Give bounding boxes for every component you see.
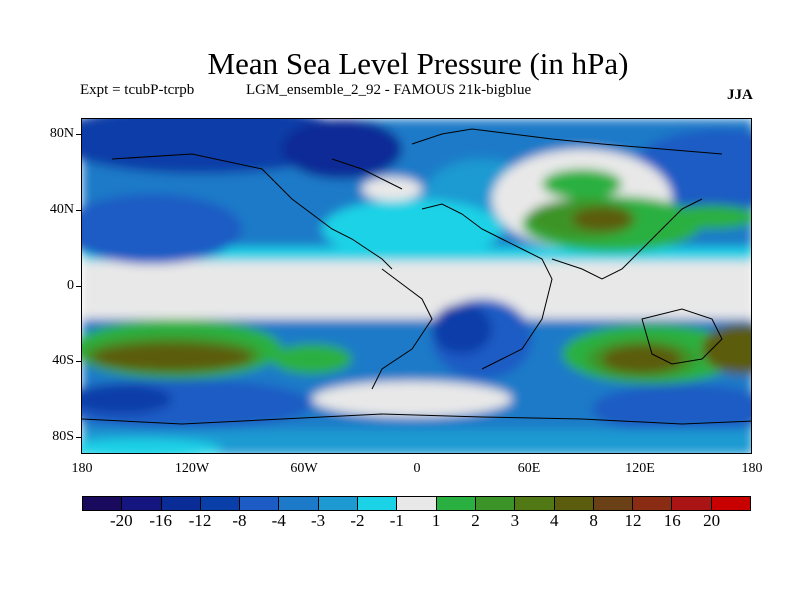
colorbar-label: 3 — [510, 511, 520, 530]
coastlines — [82, 128, 751, 425]
lon-label-180e: 180 — [741, 461, 763, 476]
colorbar-swatch — [633, 497, 673, 510]
colorbar-label: 12 — [624, 511, 642, 530]
colorbar-label: -2 — [350, 511, 365, 530]
experiment-label: Expt = tcubP-tcrpb — [80, 82, 195, 98]
lat-label-40n: 40N — [49, 202, 74, 217]
colorbar-swatch — [200, 497, 241, 510]
colorbar-swatch — [593, 497, 634, 510]
lat-label-80s: 80S — [52, 429, 74, 444]
lat-tick — [76, 286, 81, 287]
colorbar-swatch — [318, 497, 359, 510]
lat-tick — [76, 361, 81, 362]
colorbar-label: 1 — [431, 511, 441, 530]
map-title: Mean Sea Level Pressure (in hPa) — [207, 46, 629, 81]
colorbar-swatch — [83, 497, 123, 510]
colorbar-swatch — [554, 497, 594, 510]
colorbar-swatch — [397, 497, 437, 510]
colorbar-label: 8 — [589, 511, 598, 530]
lat-tick — [76, 437, 81, 438]
pressure-field — [82, 119, 751, 453]
colorbar-label: -12 — [188, 511, 212, 530]
lat-tick — [76, 134, 81, 135]
colorbar-swatch — [240, 497, 280, 510]
lat-label-40s: 40S — [52, 353, 74, 368]
lat-label-80n: 80N — [49, 126, 74, 141]
colorbar-label: -3 — [311, 511, 326, 530]
colorbar-label: 2 — [471, 511, 480, 530]
pressure-map — [81, 118, 752, 454]
colorbar-swatch — [475, 497, 516, 510]
lon-label-120w: 120W — [174, 461, 210, 476]
colorbar-label: 20 — [703, 511, 721, 530]
colorbar-label: -4 — [271, 511, 286, 530]
run-label: LGM_ensemble_2_92 - FAMOUS 21k-bigblue — [246, 82, 532, 98]
colorbar — [82, 496, 751, 511]
colorbar-label: -1 — [389, 511, 404, 530]
lon-label-120e: 120E — [625, 461, 655, 476]
colorbar-swatch — [515, 497, 555, 510]
lon-label-60w: 60W — [290, 461, 318, 476]
lat-tick — [76, 210, 81, 211]
colorbar-swatch — [122, 497, 162, 510]
season-label: JJA — [727, 87, 753, 103]
colorbar-label: 4 — [549, 511, 559, 530]
lon-label-0: 0 — [413, 461, 421, 476]
colorbar-label: -8 — [232, 511, 247, 530]
colorbar-label: -20 — [110, 511, 133, 530]
colorbar-label: 16 — [663, 511, 681, 530]
colorbar-swatch — [161, 497, 201, 510]
colorbar-label: -16 — [149, 511, 173, 530]
lat-label-eq: 0 — [67, 278, 74, 293]
colorbar-swatch — [672, 497, 712, 510]
colorbar-swatch — [436, 497, 476, 510]
colorbar-swatch — [279, 497, 319, 510]
lon-label-180w: 180 — [71, 461, 93, 476]
pressure-field-svg — [82, 119, 751, 453]
colorbar-swatch — [358, 497, 398, 510]
lon-label-60e: 60E — [517, 461, 541, 476]
colorbar-swatch — [711, 497, 751, 510]
